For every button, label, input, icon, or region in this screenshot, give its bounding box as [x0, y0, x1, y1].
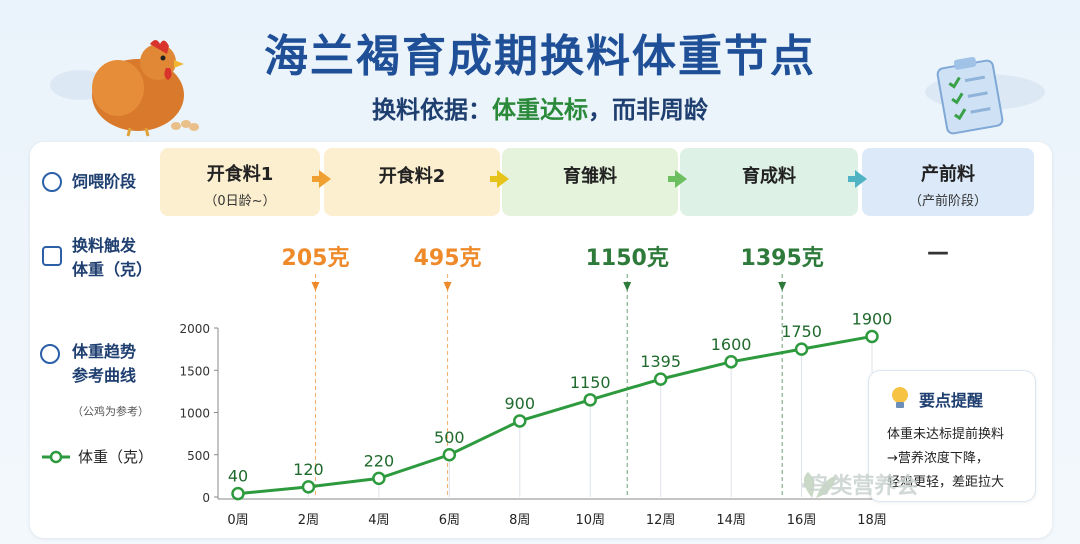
stage-arrow-icon	[668, 176, 676, 182]
hen-illustration	[50, 40, 199, 137]
x-tick-label: 2周	[298, 513, 319, 528]
x-tick-label: 16周	[787, 513, 817, 528]
data-label: 1750	[781, 322, 822, 341]
data-point	[653, 372, 668, 386]
x-tick-label: 4周	[368, 513, 389, 528]
trigger-value: —	[927, 240, 949, 265]
stage-arrow-icon	[490, 176, 498, 182]
stage-name: 育雏料	[563, 166, 617, 187]
x-tick-label: 12周	[646, 513, 676, 528]
stage-name: 开食料2	[378, 166, 446, 187]
y-tick-label: 2000	[179, 322, 210, 336]
data-label: 1150	[570, 373, 611, 392]
feed-bowl-icon	[42, 172, 62, 192]
tips-line: →营养浓度下降，	[887, 451, 989, 466]
stage-arrow-icon	[855, 170, 867, 188]
page-title: 海兰褐育成期换料体重节点	[264, 31, 816, 82]
x-tick-label: 18周	[857, 513, 887, 528]
trigger-row-label-2: 体重（克）	[72, 260, 153, 279]
trigger-arrow-icon	[443, 282, 452, 291]
data-label: 220	[364, 451, 395, 470]
x-tick-label: 0周	[227, 513, 248, 528]
clipboard-illustration	[925, 56, 1045, 135]
y-tick-label: 1000	[179, 407, 210, 421]
stage-row-label: 饲喂阶段	[72, 172, 137, 191]
stage-box: 开食料2	[324, 148, 500, 216]
tips-line: 体重未达标提前换料	[887, 427, 1005, 442]
y-tick-label: 1500	[179, 364, 210, 378]
stage-sub: （产前阶段）	[908, 194, 987, 209]
subtitle-prefix: 换料依据：	[372, 96, 492, 124]
data-label: 120	[293, 460, 324, 479]
stage-sub: （0日龄~）	[204, 194, 276, 209]
data-point	[301, 480, 316, 494]
trend-row-label-2: 参考曲线	[72, 366, 137, 385]
y-tick-label: 0	[202, 491, 210, 505]
data-point	[865, 329, 879, 344]
trigger-arrow-icon	[311, 282, 320, 291]
data-label: 1600	[711, 335, 752, 354]
stage-name: 开食料1	[206, 164, 274, 185]
data-label: 1395	[640, 352, 681, 371]
stage-arrow-icon	[497, 170, 509, 188]
stage-box: 产前料 （产前阶段）	[862, 148, 1034, 216]
legend-label: 体重（克）	[78, 448, 154, 466]
stage-arrow-icon	[319, 170, 331, 188]
trigger-value: 1395克	[740, 246, 824, 271]
tips-line: 轻鸡更轻，差距拉大	[887, 475, 1005, 490]
series-line	[237, 334, 873, 496]
subtitle-highlight: 体重达标	[492, 96, 588, 124]
data-label: 40	[228, 467, 248, 486]
trend-row-label-1: 体重趋势	[72, 342, 137, 361]
trigger-row-label-1: 换料触发	[72, 236, 137, 255]
lightbulb-icon	[892, 387, 908, 408]
x-tick-label: 14周	[716, 513, 746, 528]
data-point	[583, 393, 597, 407]
subtitle-suffix: ，而非周龄	[588, 96, 708, 124]
x-tick-label: 8周	[509, 513, 530, 528]
page-subtitle: 换料依据：体重达标，而非周龄	[0, 90, 1080, 125]
tips-title: 要点提醒	[919, 391, 984, 410]
data-label: 500	[434, 428, 465, 447]
stage-box: 育成料	[680, 148, 858, 216]
stage-arrow-icon	[848, 176, 856, 182]
trigger-arrow-icon	[778, 282, 787, 291]
stage-arrow-icon	[312, 176, 320, 182]
stage-arrow-icon	[675, 170, 687, 188]
x-tick-label: 10周	[575, 513, 605, 528]
data-point	[794, 342, 809, 356]
data-point	[513, 414, 527, 428]
scale-icon	[42, 246, 62, 266]
data-label: 900	[505, 394, 536, 413]
trigger-value: 205克	[281, 246, 350, 271]
watermark: ·鸟类营养会	[800, 474, 919, 499]
stage-name: 产前料	[921, 164, 975, 185]
home-chart-icon	[40, 344, 60, 364]
stage-box: 育雏料	[502, 148, 678, 216]
trigger-arrow-icon	[623, 282, 632, 291]
data-point	[372, 471, 386, 486]
x-tick-label: 6周	[439, 513, 460, 528]
stage-name: 育成料	[742, 166, 796, 187]
trigger-value: 495克	[413, 246, 482, 271]
data-point	[231, 486, 245, 501]
stage-box: 开食料1 （0日龄~）	[160, 148, 320, 216]
data-point	[442, 448, 457, 462]
y-tick-label: 500	[187, 449, 210, 463]
trigger-value: 1150克	[585, 246, 669, 271]
tips-box: 要点提醒 体重未达标提前换料 →营养浓度下降， 轻鸡更轻，差距拉大	[868, 370, 1036, 502]
trend-note: （公鸡为参考）	[72, 405, 149, 418]
data-label: 1900	[852, 309, 893, 328]
data-point	[724, 355, 738, 369]
